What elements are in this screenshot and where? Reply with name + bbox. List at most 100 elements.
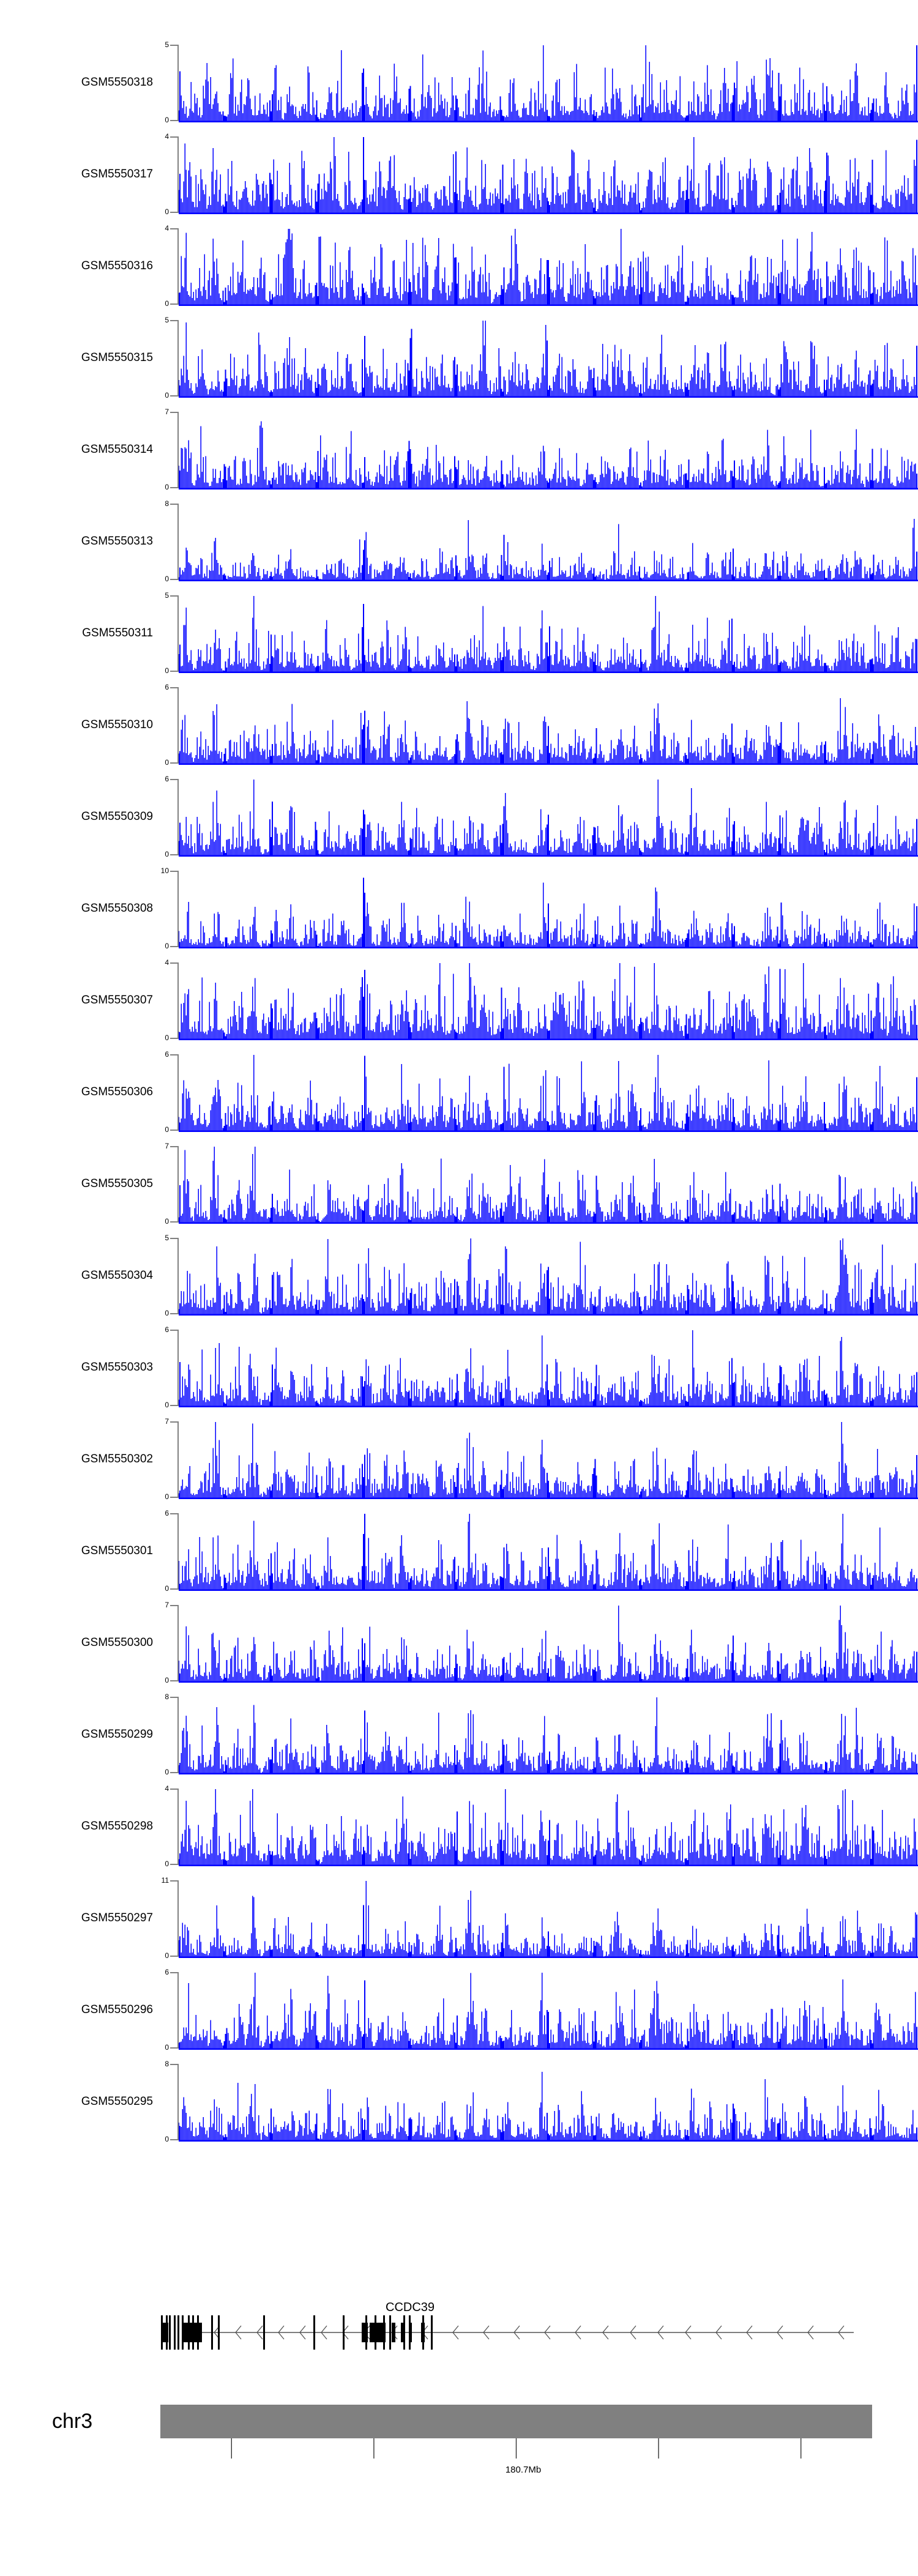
coverage-plot: [179, 43, 918, 122]
y-axis-tick-min: [170, 1130, 179, 1131]
track-label-cell: GSM5550316: [0, 226, 153, 306]
coverage-plot: [179, 685, 918, 765]
y-axis-min-value: 0: [165, 1584, 169, 1593]
y-axis-max-value: 7: [165, 1601, 169, 1609]
y-axis-min-value: 0: [165, 299, 169, 308]
coverage-track: GSM5550305 7 0: [0, 1142, 918, 1225]
gene-model-svg: [161, 2315, 854, 2350]
track-name-label: GSM5550306: [81, 1085, 153, 1098]
track-label-cell: GSM5550315: [0, 318, 153, 398]
y-axis-line: [177, 1054, 179, 1130]
track-name-label: GSM5550301: [81, 1544, 153, 1557]
chromosome-label: chr3: [52, 2410, 93, 2433]
coverage-plot: [179, 1878, 918, 1958]
track-label-cell: GSM5550310: [0, 685, 153, 765]
track-name-label: GSM5550308: [81, 902, 153, 915]
track-label-cell: GSM5550307: [0, 961, 153, 1040]
coverage-plot: [179, 1511, 918, 1591]
y-axis-tick-max: [170, 1513, 179, 1514]
y-axis-max-value: 6: [165, 1325, 169, 1334]
y-axis-min-value: 0: [165, 116, 169, 124]
y-axis-line: [177, 2064, 179, 2140]
y-axis-max-value: 6: [165, 1050, 169, 1059]
coverage-plot: [179, 1787, 918, 1866]
y-axis-line: [177, 228, 179, 304]
y-axis-tick-min: [170, 1864, 179, 1865]
track-label-cell: GSM5550303: [0, 1328, 153, 1407]
coverage-track: GSM5550307 4 0: [0, 959, 918, 1042]
track-name-label: GSM5550313: [81, 535, 153, 548]
coverage-track: GSM5550299 8 0: [0, 1693, 918, 1776]
track-name-label: GSM5550315: [81, 351, 153, 364]
coverage-plot: [179, 1328, 918, 1407]
track-name-label: GSM5550311: [82, 627, 153, 639]
y-axis-tick-max: [170, 1330, 179, 1331]
y-axis-tick-min: [170, 1497, 179, 1498]
track-label-cell: GSM5550309: [0, 777, 153, 857]
coordinate-tick-label: 180.7Mb: [505, 2465, 542, 2475]
y-axis-max-value: 5: [165, 40, 169, 49]
y-axis-min-value: 0: [165, 391, 169, 400]
track-label-cell: GSM5550305: [0, 1144, 153, 1224]
y-axis-tick-min: [170, 395, 179, 396]
y-axis-tick-min: [170, 1588, 179, 1590]
track-label-cell: GSM5550298: [0, 1787, 153, 1866]
track-label-cell: GSM5550301: [0, 1511, 153, 1591]
coverage-track: GSM5550313 8 0: [0, 500, 918, 583]
track-name-label: GSM5550314: [81, 443, 153, 456]
y-axis-tick-min: [170, 762, 179, 764]
y-axis-tick-min: [170, 120, 179, 121]
y-axis-tick-min: [170, 1313, 179, 1314]
y-axis-tick-max: [170, 1605, 179, 1606]
y-axis-max-value: 8: [165, 2060, 169, 2068]
y-axis-min-value: 0: [165, 758, 169, 767]
y-axis-max-value: 5: [165, 316, 169, 324]
coverage-plot: [179, 1603, 918, 1683]
coverage-track: GSM5550297 11 0: [0, 1877, 918, 1959]
y-axis-min-value: 0: [165, 207, 169, 216]
y-axis-tick-min: [170, 1956, 179, 1957]
y-axis-max-value: 6: [165, 1509, 169, 1517]
y-axis-tick-max: [170, 1789, 179, 1790]
y-axis-min-value: 0: [165, 2135, 169, 2143]
gene-name-label: CCDC39: [386, 2301, 435, 2314]
y-axis-tick-max: [170, 1880, 179, 1882]
coverage-plot: [179, 318, 918, 398]
coverage-track: GSM5550311 5 0: [0, 592, 918, 674]
y-axis-line: [177, 1421, 179, 1497]
coverage-track: GSM5550301 6 0: [0, 1509, 918, 1593]
y-axis-line: [177, 871, 179, 947]
track-name-label: GSM5550318: [81, 76, 153, 89]
y-axis-line: [177, 320, 179, 396]
y-axis-tick-max: [170, 1054, 179, 1055]
y-axis-min-value: 0: [165, 1033, 169, 1042]
y-axis-min-value: 0: [165, 1768, 169, 1776]
y-axis-min-value: 0: [165, 1309, 169, 1317]
coverage-plot: [179, 1970, 918, 2050]
y-axis-line: [177, 1330, 179, 1405]
coverage-track: GSM5550318 5 0: [0, 40, 918, 124]
coverage-track: GSM5550298 4 0: [0, 1784, 918, 1867]
chromosome-ideogram: chr3 180.7Mb: [0, 2399, 918, 2545]
y-axis-min-value: 0: [165, 2043, 169, 2052]
y-axis-tick-max: [170, 1421, 179, 1423]
y-axis-line: [177, 779, 179, 855]
y-axis-max-value: 4: [165, 1784, 169, 1793]
coverage-track: GSM5550302 7 0: [0, 1418, 918, 1500]
y-axis-min-value: 0: [165, 1676, 169, 1684]
y-axis-max-value: 5: [165, 1234, 169, 1242]
y-axis-line: [177, 1697, 179, 1773]
coverage-plot: [179, 2062, 918, 2142]
coverage-plot: [179, 502, 918, 581]
track-name-label: GSM5550317: [81, 168, 153, 181]
coverage-plot: [179, 869, 918, 948]
y-axis-line: [177, 412, 179, 488]
coverage-track: GSM5550314 7 0: [0, 408, 918, 491]
track-label-cell: GSM5550318: [0, 43, 153, 122]
